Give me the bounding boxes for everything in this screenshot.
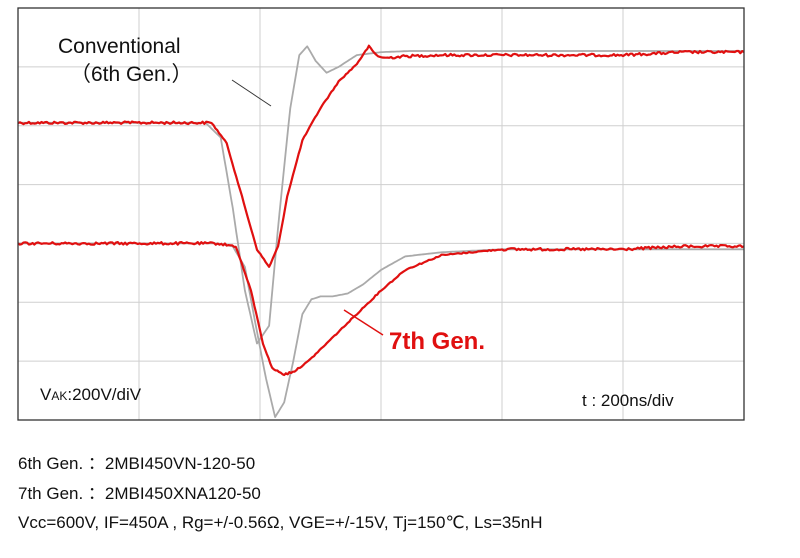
time-scale-label: t : 200ns/div bbox=[582, 391, 674, 410]
chart-grid bbox=[18, 8, 744, 420]
vak-scale-suffix: :200V/diV bbox=[67, 385, 141, 404]
vak-scale-prefix: V bbox=[40, 385, 52, 404]
conventional-leader-line bbox=[231, 79, 272, 107]
7th-gen-leader-line bbox=[343, 309, 384, 336]
7th-gen-label: 7th Gen. bbox=[389, 328, 485, 355]
vak-scale-subscript: AK bbox=[51, 389, 67, 403]
series-7th-gen-trace-3 bbox=[17, 241, 745, 377]
caption-test-conditions: Vcc=600V, IF=450A , Rg=+/-0.56Ω, VGE=+/-… bbox=[18, 513, 543, 532]
chart-series bbox=[17, 44, 745, 418]
oscilloscope-chart: Conventional （6th Gen.） 7th Gen. VAK:200… bbox=[17, 7, 745, 421]
chart-frame bbox=[17, 7, 745, 421]
caption-7th-gen: 7th Gen. ：2MBI450XNA120-50 bbox=[18, 484, 261, 503]
vak-scale-label: VAK:200V/diV bbox=[40, 385, 142, 404]
conventional-label: Conventional bbox=[58, 35, 181, 58]
caption-6th-gen: 6th Gen. ：2MBI450VN-120-50 bbox=[18, 454, 256, 473]
series-7th-gen-trace-2 bbox=[17, 44, 745, 268]
conventional-gen-label: （6th Gen.） bbox=[70, 63, 193, 86]
